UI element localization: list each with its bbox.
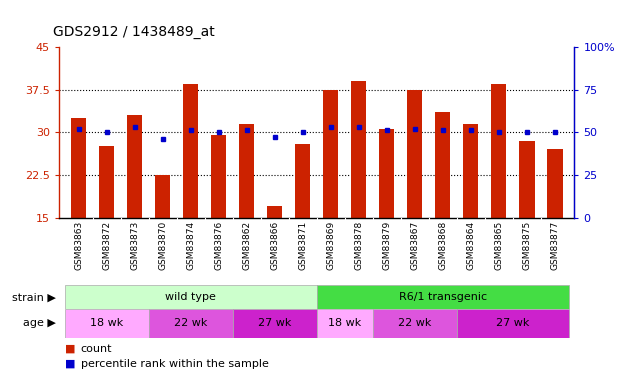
Bar — [183, 84, 198, 218]
Bar — [351, 81, 366, 218]
Bar — [491, 84, 507, 218]
Text: wild type: wild type — [165, 292, 216, 302]
Text: ■: ■ — [65, 359, 76, 369]
Bar — [323, 90, 338, 218]
Text: GSM83865: GSM83865 — [494, 221, 503, 270]
Bar — [379, 129, 394, 218]
Text: GSM83862: GSM83862 — [242, 221, 251, 270]
Bar — [373, 309, 457, 338]
Bar — [99, 146, 114, 218]
Text: 27 wk: 27 wk — [258, 318, 291, 328]
Bar — [295, 144, 310, 218]
Text: strain ▶: strain ▶ — [12, 292, 56, 302]
Bar — [211, 135, 227, 218]
Bar — [71, 118, 86, 218]
Bar — [155, 175, 170, 217]
Text: GSM83869: GSM83869 — [326, 221, 335, 270]
Text: GSM83873: GSM83873 — [130, 221, 139, 270]
Text: GSM83868: GSM83868 — [438, 221, 447, 270]
Text: 18 wk: 18 wk — [328, 318, 361, 328]
Text: count: count — [81, 344, 112, 354]
Text: 22 wk: 22 wk — [398, 318, 432, 328]
Text: GSM83864: GSM83864 — [466, 221, 475, 270]
Text: GSM83877: GSM83877 — [550, 221, 560, 270]
Bar — [435, 112, 450, 218]
Bar — [547, 149, 563, 217]
Text: GSM83863: GSM83863 — [74, 221, 83, 270]
Text: R6/1 transgenic: R6/1 transgenic — [399, 292, 487, 302]
Bar — [267, 206, 283, 218]
Bar — [148, 309, 233, 338]
Bar — [317, 285, 569, 309]
Bar — [233, 309, 317, 338]
Text: GSM83875: GSM83875 — [522, 221, 532, 270]
Text: GSM83870: GSM83870 — [158, 221, 167, 270]
Text: GSM83876: GSM83876 — [214, 221, 223, 270]
Text: GSM83871: GSM83871 — [298, 221, 307, 270]
Bar — [519, 141, 535, 218]
Text: GSM83878: GSM83878 — [354, 221, 363, 270]
Text: GSM83879: GSM83879 — [383, 221, 391, 270]
Text: percentile rank within the sample: percentile rank within the sample — [81, 359, 269, 369]
Text: 18 wk: 18 wk — [90, 318, 123, 328]
Text: GSM83874: GSM83874 — [186, 221, 195, 270]
Bar — [127, 115, 142, 218]
Text: 22 wk: 22 wk — [174, 318, 207, 328]
Bar — [65, 309, 148, 338]
Bar — [463, 124, 479, 218]
Text: 27 wk: 27 wk — [496, 318, 530, 328]
Bar — [239, 124, 255, 218]
Text: age ▶: age ▶ — [23, 318, 56, 328]
Text: GSM83866: GSM83866 — [270, 221, 279, 270]
Bar — [65, 285, 317, 309]
Text: GSM83867: GSM83867 — [410, 221, 419, 270]
Bar — [317, 309, 373, 338]
Text: GDS2912 / 1438489_at: GDS2912 / 1438489_at — [53, 26, 214, 39]
Bar — [407, 90, 422, 218]
Text: GSM83872: GSM83872 — [102, 221, 111, 270]
Text: ■: ■ — [65, 344, 76, 354]
Bar — [457, 309, 569, 338]
